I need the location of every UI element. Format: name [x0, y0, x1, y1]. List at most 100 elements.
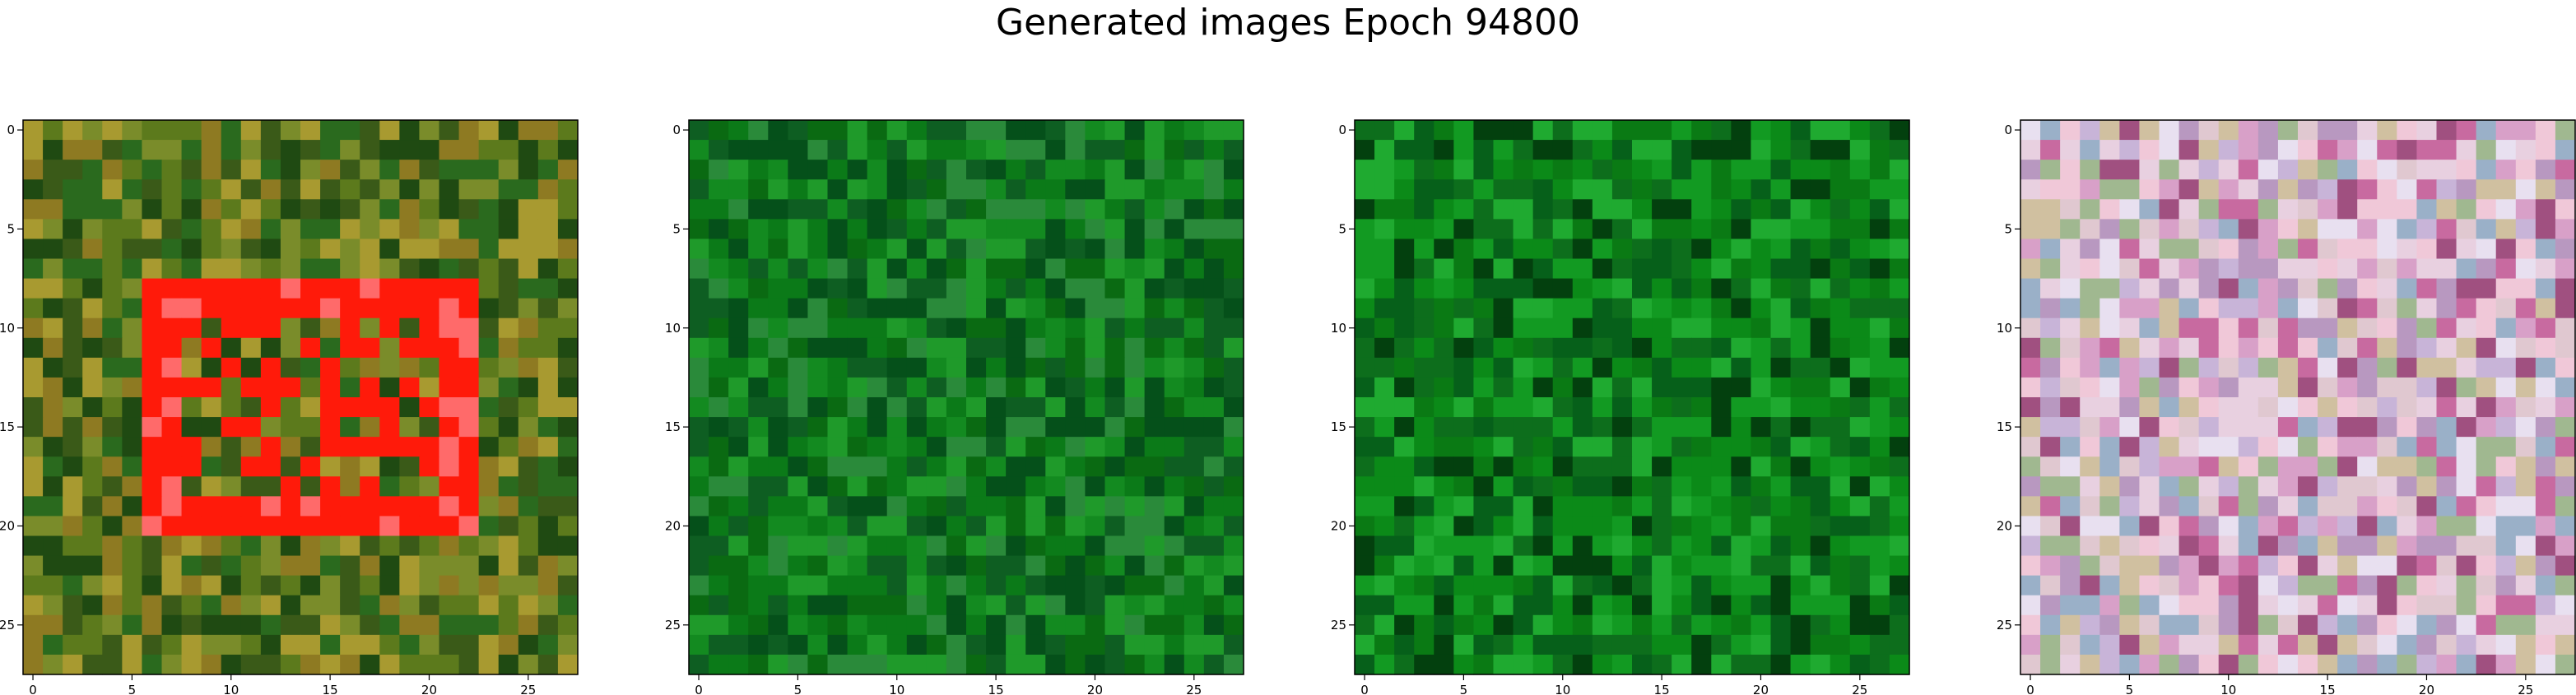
pixel-cell — [2555, 298, 2576, 319]
pixel-cell — [2257, 357, 2279, 378]
pixel-cell — [2060, 377, 2081, 398]
pixel-cell — [2337, 160, 2358, 180]
pixel-cell — [1394, 595, 1415, 616]
pixel-cell — [1849, 317, 1871, 339]
pixel-cell — [360, 219, 380, 240]
pixel-cell — [1374, 120, 1395, 141]
pixel-cell — [906, 575, 928, 596]
pixel-cell — [2139, 298, 2160, 319]
pixel-cell — [1572, 160, 1593, 180]
pixel-cell — [379, 535, 400, 557]
pixel-cell — [537, 357, 559, 378]
pixel-cell — [1394, 317, 1415, 339]
pixel-cell — [181, 219, 202, 240]
pixel-cell — [1493, 258, 1514, 280]
pixel-cell — [1025, 160, 1046, 180]
pixel-cell — [537, 397, 559, 418]
pixel-cell — [2436, 199, 2457, 220]
pixel-cell — [1085, 160, 1106, 180]
pixel-cell — [320, 219, 341, 240]
pixel-cell — [1355, 614, 1375, 636]
pixel-cell — [1355, 377, 1375, 398]
pixel-cell — [2495, 179, 2517, 200]
pixel-cell — [1751, 298, 1772, 319]
pixel-cell — [280, 337, 301, 359]
pixel-cell — [221, 357, 242, 378]
pixel-cell — [1790, 377, 1811, 398]
pixel-cell — [260, 140, 281, 160]
pixel-cell — [43, 634, 63, 656]
pixel-cell — [1223, 377, 1244, 398]
pixel-cell — [2515, 179, 2536, 200]
pixel-cell — [379, 575, 400, 596]
pixel-cell — [966, 555, 987, 577]
pixel-cell — [1493, 634, 1514, 656]
pixel-cell — [1592, 298, 1613, 319]
pixel-cell — [221, 317, 242, 339]
pixel-cell — [518, 179, 539, 200]
pixel-cell — [1065, 516, 1086, 537]
pixel-cell — [1790, 634, 1811, 656]
pixel-cell — [399, 120, 421, 141]
pixel-cell — [788, 437, 809, 457]
pixel-cell — [1164, 219, 1185, 240]
pixel-cell — [1552, 456, 1574, 477]
pixel-cell — [1473, 397, 1495, 418]
pixel-cell — [1394, 437, 1415, 457]
pixel-cell — [1164, 239, 1185, 260]
pixel-cell — [1453, 575, 1475, 596]
pixel-cell — [1572, 476, 1593, 497]
pixel-cell — [2198, 417, 2220, 438]
pixel-cell — [1611, 298, 1633, 319]
pixel-cell — [788, 160, 809, 180]
pixel-cell — [2119, 317, 2141, 339]
pixel-cell — [1552, 199, 1574, 220]
pixel-cell — [2377, 555, 2397, 577]
pixel-cell — [2099, 555, 2120, 577]
pixel-cell — [1751, 535, 1772, 557]
pixel-cell — [1611, 258, 1633, 280]
pixel-cell — [1731, 397, 1752, 418]
pixel-cell — [1592, 140, 1613, 160]
pixel-cell — [2060, 140, 2081, 160]
pixel-cell — [1751, 397, 1772, 418]
pixel-cell — [260, 317, 281, 339]
pixel-cell — [1355, 595, 1375, 616]
pixel-cell — [1434, 496, 1454, 517]
pixel-cell — [181, 278, 202, 299]
pixel-cell — [2476, 456, 2497, 477]
pixel-cell — [161, 278, 183, 299]
pixel-cell — [2535, 516, 2556, 537]
pixel-cell — [2515, 317, 2536, 339]
pixel-cell — [63, 140, 83, 160]
pixel-cell — [2397, 317, 2418, 339]
pixel-cell — [748, 417, 769, 438]
pixel-cell — [1711, 476, 1732, 497]
pixel-cell — [827, 239, 849, 260]
pixel-cell — [1203, 397, 1225, 418]
pixel-cell — [2159, 278, 2180, 299]
pixel-cell — [478, 476, 500, 497]
pixel-cell — [689, 456, 709, 477]
pixel-cell — [1592, 179, 1613, 200]
pixel-cell — [537, 120, 559, 141]
pixel-cell — [2020, 357, 2041, 378]
pixel-cell — [2080, 337, 2100, 359]
pixel-cell — [986, 377, 1007, 398]
pixel-cell — [2337, 120, 2358, 141]
pixel-cell — [1889, 199, 1910, 220]
pixel-cell — [439, 337, 460, 359]
pixel-cell — [926, 397, 947, 418]
pixel-cell — [886, 476, 908, 497]
pixel-cell — [221, 377, 242, 398]
pixel-cell — [827, 614, 849, 636]
pixel-cell — [142, 160, 163, 180]
pixel-cell — [2238, 634, 2259, 656]
pixel-cell — [161, 317, 183, 339]
pixel-cell — [2238, 120, 2259, 141]
x-tick-label: 5 — [2126, 683, 2134, 695]
pixel-cell — [537, 614, 559, 636]
pixel-cell — [43, 160, 63, 180]
pixel-cell — [43, 654, 63, 675]
pixel-cell — [1632, 437, 1653, 457]
